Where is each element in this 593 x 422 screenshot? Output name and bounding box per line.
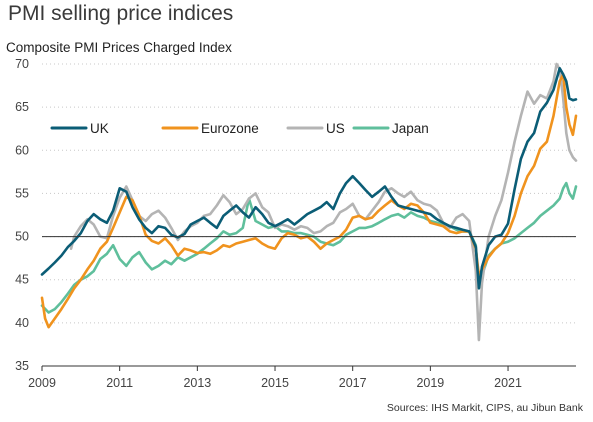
y-tick-label: 50 <box>15 230 29 244</box>
x-tick-label: 2011 <box>106 376 133 390</box>
y-tick-label: 65 <box>15 100 29 114</box>
y-tick-label: 45 <box>15 273 29 287</box>
source-note: Sources: IHS Markit, CIPS, au Jibun Bank <box>386 402 583 414</box>
y-tick-label: 70 <box>15 57 29 71</box>
x-tick-label: 2017 <box>339 376 367 390</box>
y-tick-label: 40 <box>15 316 29 330</box>
series-lines <box>40 62 578 342</box>
y-tick-label: 60 <box>15 143 29 157</box>
series-line-us <box>69 62 578 342</box>
series-line-eurozone <box>40 73 578 329</box>
legend-label-us: US <box>326 121 345 136</box>
x-tick-label: 2021 <box>494 376 522 390</box>
x-tick-label: 2009 <box>28 376 56 390</box>
y-tick-label: 35 <box>15 359 29 373</box>
x-tick-label: 2019 <box>416 376 444 390</box>
legend-label-japan: Japan <box>392 121 429 136</box>
axes: 35 40 45 50 55 60 65 70 2009 2011 2013 2015 2017 2019… <box>15 57 576 390</box>
x-tick-label: 2015 <box>261 376 289 390</box>
legend-label-eurozone: Eurozone <box>201 121 259 136</box>
chart-title: PMI selling price indices <box>8 2 234 25</box>
legend-label-uk: UK <box>90 121 109 136</box>
x-tick-label: 2013 <box>183 376 211 390</box>
chart-subtitle: Composite PMI Prices Charged Index <box>6 40 232 55</box>
series-line-uk <box>40 67 578 290</box>
legend: UK Eurozone US Japan <box>50 121 429 136</box>
y-tick-label: 55 <box>15 186 29 200</box>
